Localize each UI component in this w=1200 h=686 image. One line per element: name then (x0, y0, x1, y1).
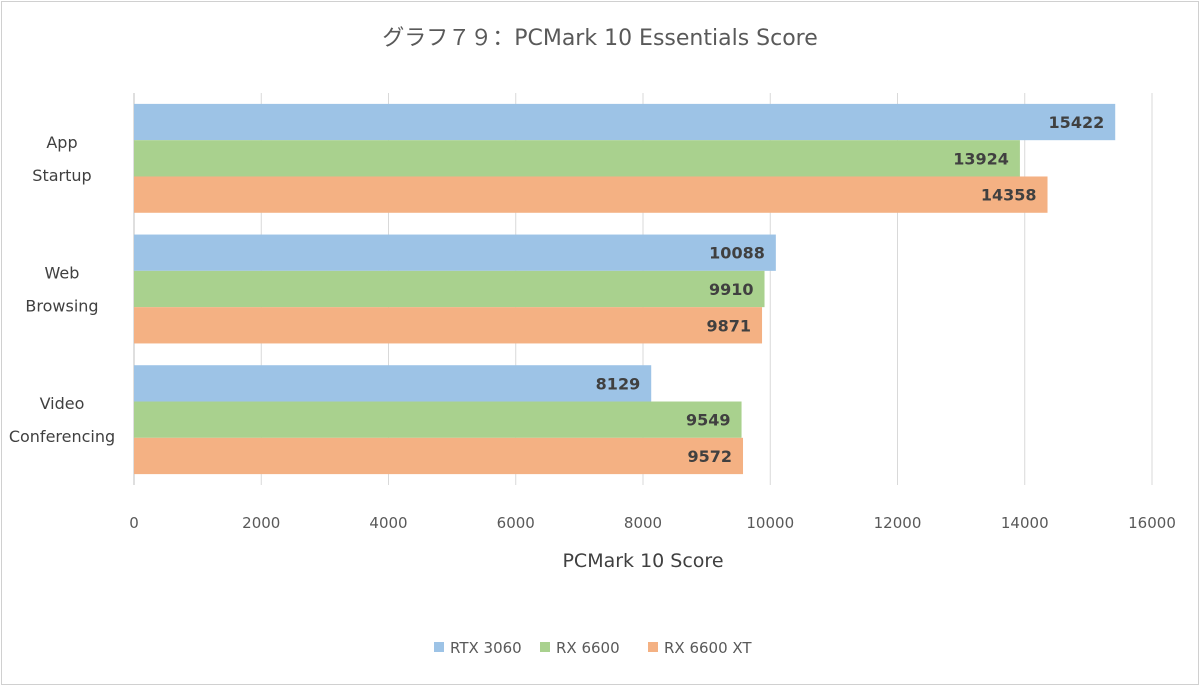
data-label: 8129 (596, 374, 641, 393)
data-label: 15422 (1049, 113, 1105, 132)
legend-swatch (540, 642, 550, 652)
x-tick-label: 8000 (624, 514, 662, 532)
bar (134, 140, 1020, 177)
data-label: 9871 (707, 316, 752, 335)
legend-swatch (648, 642, 658, 652)
bar (134, 437, 744, 475)
x-tick-label: 14000 (1001, 514, 1049, 532)
x-tick-label: 10000 (746, 514, 794, 532)
chart-title: グラフ７９：PCMark 10 Essentials Score (382, 26, 818, 51)
category-label: Web (45, 264, 80, 283)
bar (134, 234, 776, 271)
bar (134, 307, 763, 344)
category-label: Startup (32, 166, 91, 185)
bar (134, 365, 652, 402)
x-tick-label: 12000 (874, 514, 922, 532)
legend-swatch (434, 642, 444, 652)
legend-label: RX 6600 (556, 639, 620, 657)
data-label: 14358 (981, 186, 1037, 205)
legend-label: RX 6600 XT (664, 639, 752, 657)
x-tick-label: 16000 (1128, 514, 1176, 532)
legend-label: RTX 3060 (450, 639, 522, 657)
category-label: Browsing (25, 297, 98, 316)
category-label: Video (40, 394, 85, 413)
data-label: 9572 (687, 447, 732, 466)
bars (134, 103, 1116, 475)
category-label: Conferencing (9, 427, 115, 446)
bar (134, 103, 1116, 141)
data-label: 9549 (686, 411, 731, 430)
category-label: App (46, 133, 77, 152)
bar (134, 176, 1048, 213)
data-label: 9910 (709, 280, 754, 299)
x-tick-label: 4000 (369, 514, 407, 532)
bar (134, 270, 765, 308)
data-labels: 15422 13924 14358 10088 9910 9871 8129 9549 9572 (596, 113, 1105, 466)
x-axis-title: PCMark 10 Score (562, 550, 723, 572)
x-tick-label: 6000 (497, 514, 535, 532)
data-label: 10088 (709, 244, 765, 263)
legend: RTX 3060 RX 6600 RX 6600 XT (434, 639, 752, 657)
bar (134, 401, 742, 438)
x-tick-labels: 0 2000 4000 6000 8000 10000 12000 14000 16000 (129, 514, 1176, 532)
data-label: 13924 (953, 149, 1009, 168)
x-tick-label: 2000 (242, 514, 280, 532)
category-labels: App Startup Web Browsing Video Conferencing (9, 133, 115, 446)
x-tick-label: 0 (129, 514, 139, 532)
